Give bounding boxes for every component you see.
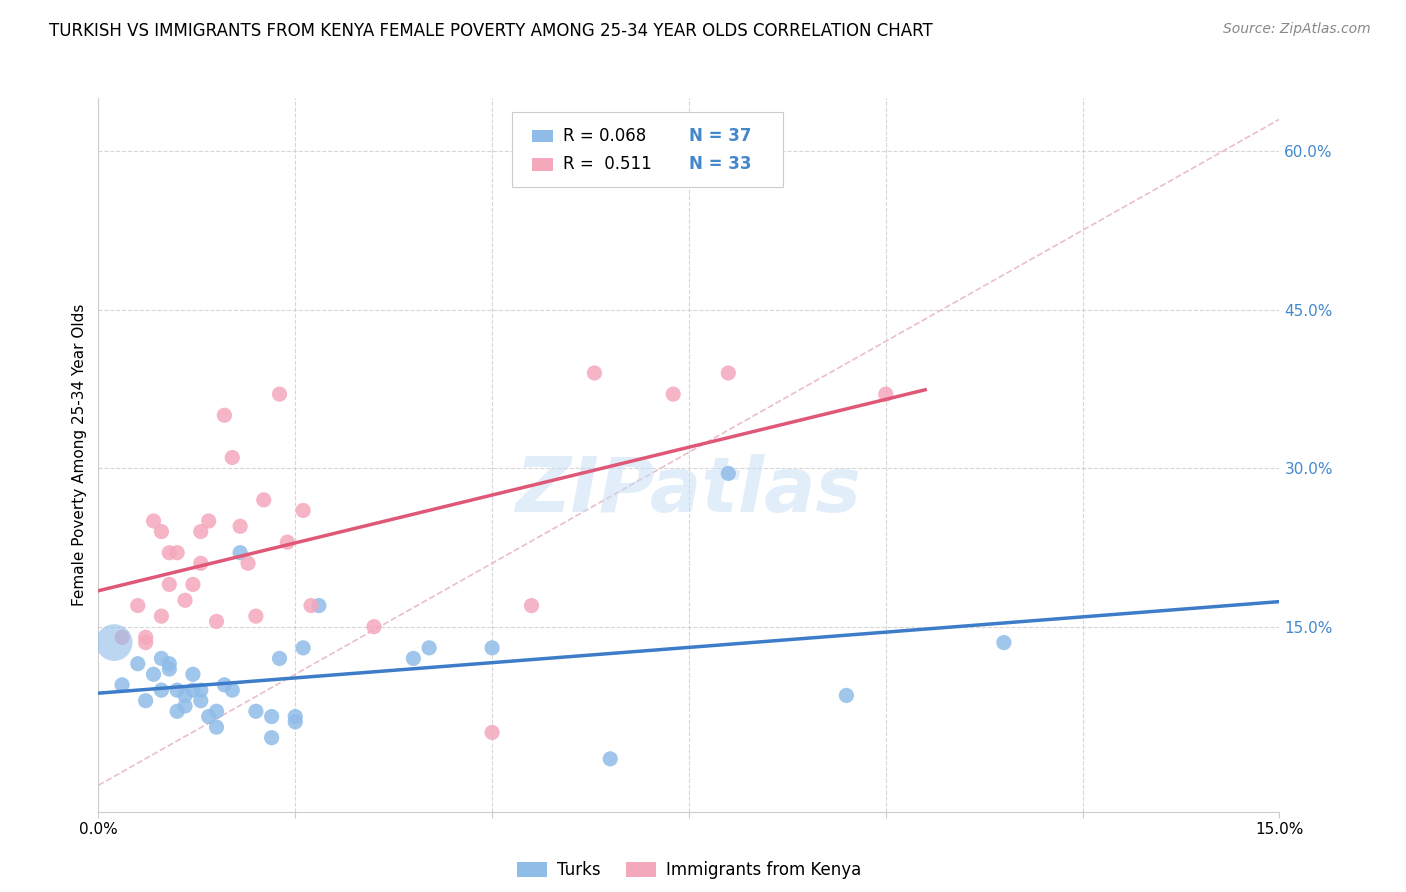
Point [150, 609, 173, 624]
Point [190, 524, 212, 539]
Point [363, 620, 385, 634]
Point [245, 609, 267, 624]
Point [181, 667, 204, 681]
Point [111, 630, 134, 644]
Point [717, 467, 740, 481]
Point [190, 683, 212, 698]
Point [260, 731, 283, 745]
Point [127, 657, 149, 671]
Text: R = 0.068: R = 0.068 [562, 127, 645, 145]
Point [157, 662, 180, 676]
Legend: Turks, Immigrants from Kenya: Turks, Immigrants from Kenya [510, 855, 868, 886]
Point [111, 678, 134, 692]
Point [599, 752, 621, 766]
Point [174, 698, 197, 713]
Point [875, 387, 897, 401]
Point [214, 678, 236, 692]
Point [190, 556, 212, 570]
Point [481, 725, 503, 739]
Point [157, 546, 180, 560]
Point [150, 524, 173, 539]
Point [197, 514, 219, 528]
Point [284, 714, 307, 729]
Point [292, 640, 315, 655]
Point [135, 635, 157, 649]
Text: Source: ZipAtlas.com: Source: ZipAtlas.com [1223, 22, 1371, 37]
Point [157, 657, 180, 671]
Point [142, 667, 165, 681]
Point [308, 599, 330, 613]
Point [190, 694, 212, 708]
Text: TURKISH VS IMMIGRANTS FROM KENYA FEMALE POVERTY AMONG 25-34 YEAR OLDS CORRELATIO: TURKISH VS IMMIGRANTS FROM KENYA FEMALE … [49, 22, 934, 40]
Point [127, 599, 149, 613]
Point [174, 689, 197, 703]
Point [229, 519, 252, 533]
Point [221, 450, 243, 465]
Text: N = 37: N = 37 [689, 127, 751, 145]
Point [583, 366, 606, 380]
Point [142, 514, 165, 528]
Point [181, 683, 204, 698]
Text: R =  0.511: R = 0.511 [562, 155, 651, 173]
Point [520, 599, 543, 613]
Point [135, 630, 157, 644]
Point [253, 492, 276, 507]
Point [135, 694, 157, 708]
Point [402, 651, 425, 665]
Point [269, 651, 291, 665]
Point [150, 651, 173, 665]
Point [993, 635, 1015, 649]
Point [166, 683, 188, 698]
Point [205, 615, 228, 629]
Point [166, 704, 188, 718]
Point [292, 503, 315, 517]
Point [229, 546, 252, 560]
Point [835, 689, 858, 703]
Point [260, 709, 283, 723]
FancyBboxPatch shape [531, 129, 553, 143]
Point [221, 683, 243, 698]
FancyBboxPatch shape [531, 158, 553, 171]
Point [662, 387, 685, 401]
Point [181, 577, 204, 591]
Point [269, 387, 291, 401]
Point [236, 556, 259, 570]
Point [150, 683, 173, 698]
Point [717, 366, 740, 380]
Text: N = 33: N = 33 [689, 155, 751, 173]
Text: ZIPatlas: ZIPatlas [516, 454, 862, 527]
Point [166, 546, 188, 560]
Point [205, 704, 228, 718]
Point [418, 640, 440, 655]
Point [481, 640, 503, 655]
Point [245, 704, 267, 718]
Point [103, 635, 125, 649]
Point [205, 720, 228, 734]
Point [284, 709, 307, 723]
Point [214, 409, 236, 423]
Point [157, 577, 180, 591]
Point [174, 593, 197, 607]
Point [299, 599, 322, 613]
Y-axis label: Female Poverty Among 25-34 Year Olds: Female Poverty Among 25-34 Year Olds [72, 304, 87, 606]
Point [276, 535, 298, 549]
Point [197, 709, 219, 723]
FancyBboxPatch shape [512, 112, 783, 187]
